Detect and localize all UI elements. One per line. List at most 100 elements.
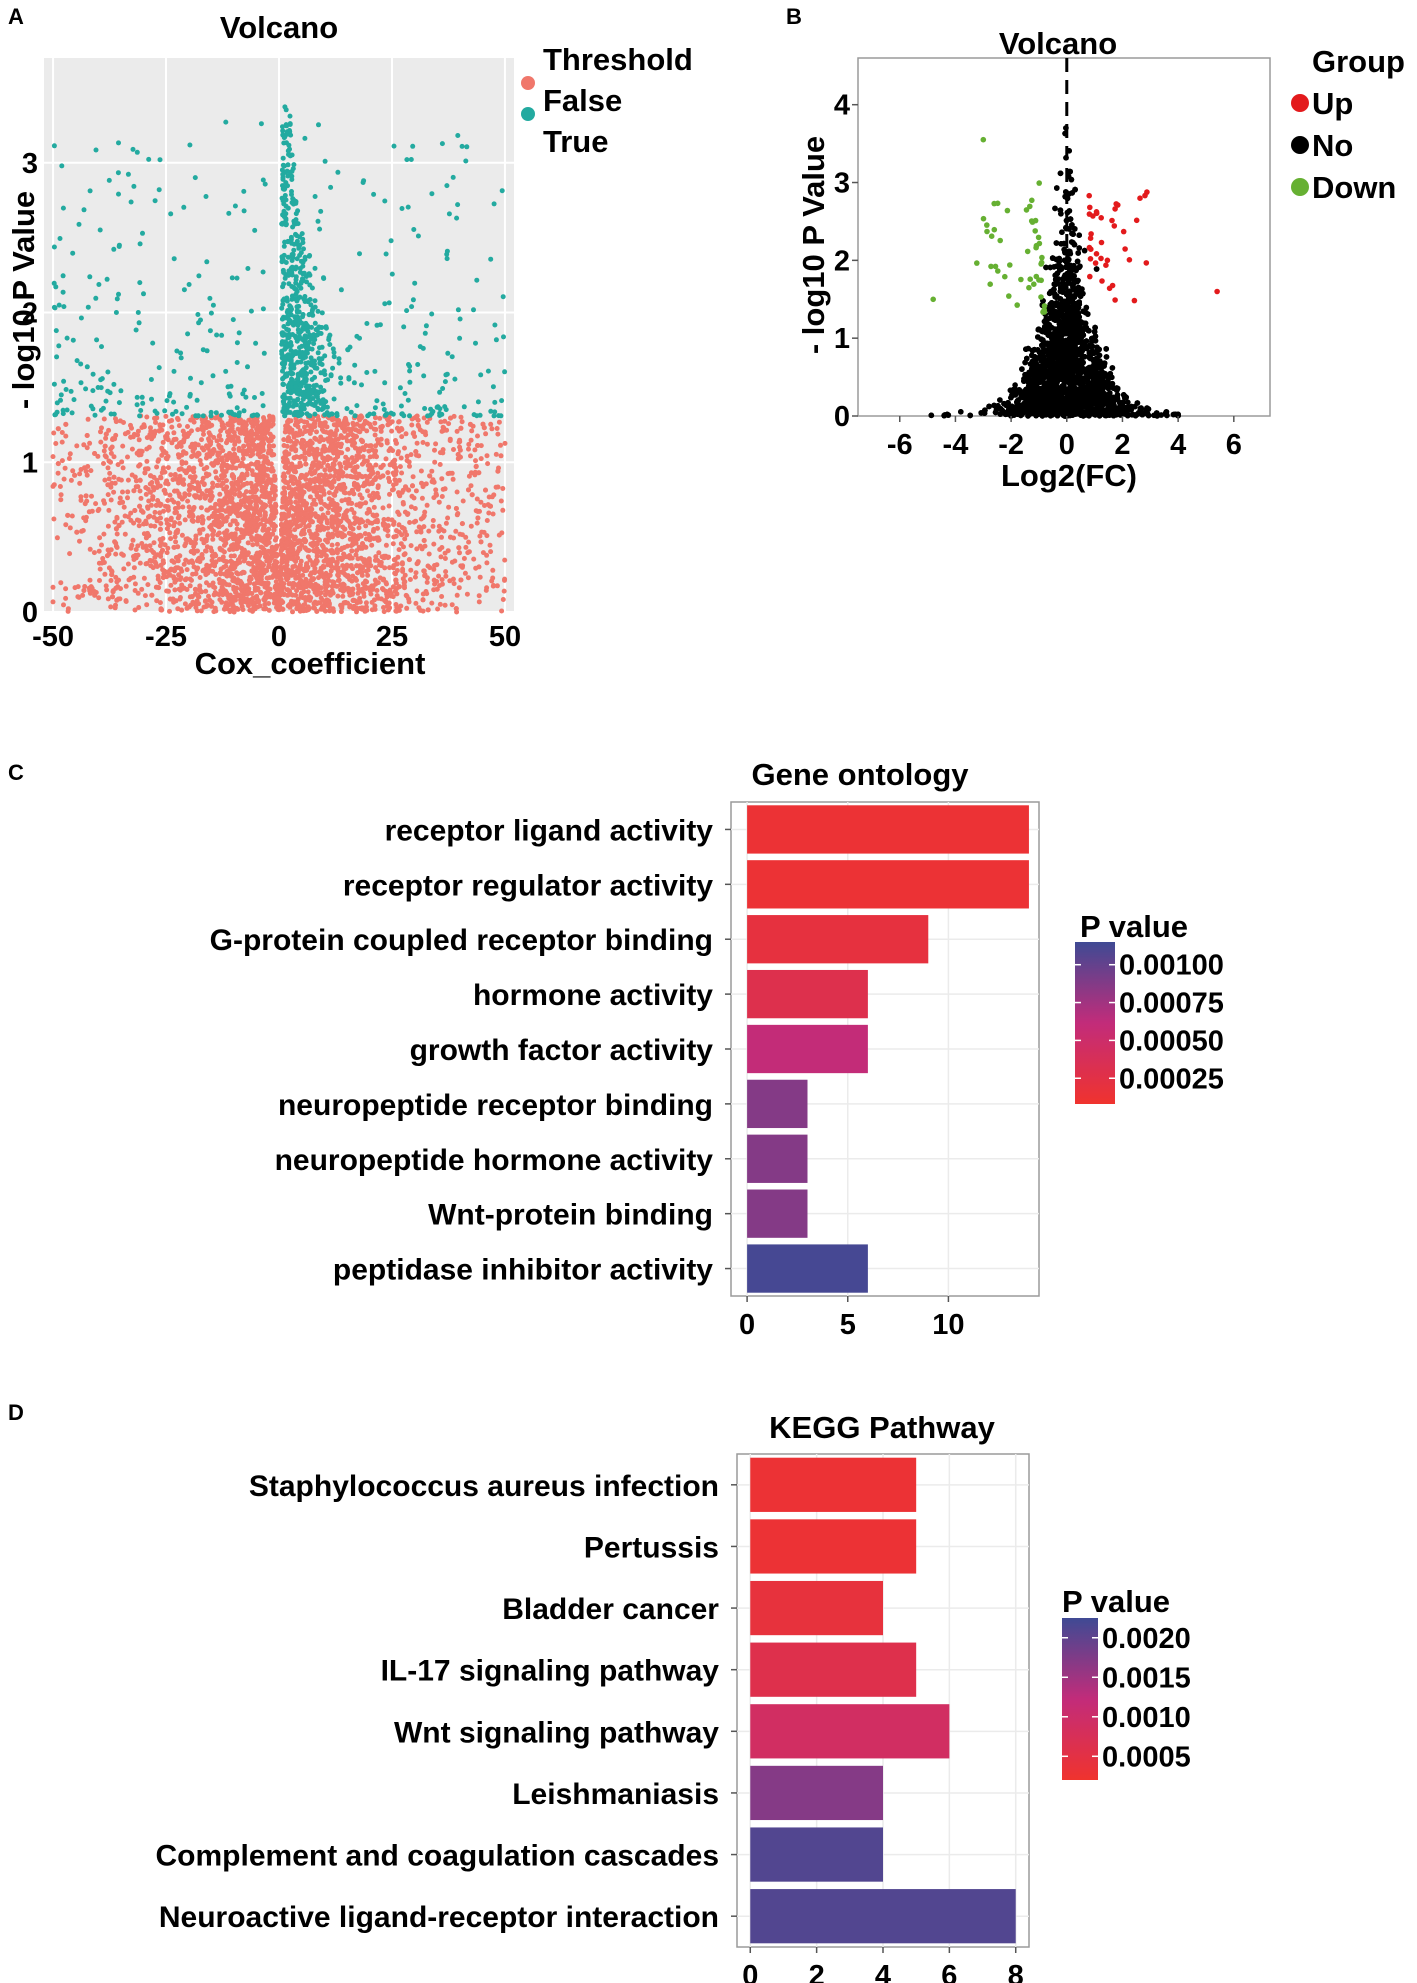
panel-a-point-true [336, 356, 342, 362]
panel-a-point-false [412, 506, 418, 511]
panel-a-point-false [216, 477, 222, 483]
panel-a-point-false [143, 535, 149, 541]
panel-a-point-false [413, 570, 419, 576]
panel-a-point-false [120, 465, 126, 471]
panel-a-point-false [420, 597, 426, 603]
panel-a-point-false [78, 497, 84, 503]
panel-a-point-false [128, 434, 134, 440]
panel-a-point-false [297, 573, 303, 579]
panel-a-point-false [423, 589, 429, 594]
panel-a-point-true [51, 143, 57, 149]
panel-a-point-true [140, 230, 145, 236]
panel-a-point-true [192, 175, 198, 181]
panel-a-point-false [408, 567, 414, 573]
panel-a-point-false [177, 596, 183, 602]
panel-a-point-false [148, 563, 154, 569]
panel-a-point-false [488, 549, 494, 555]
panel-a-point-false [406, 459, 412, 465]
panel-a-point-false [125, 561, 131, 567]
panel-a-point-false [160, 439, 166, 445]
panel-a-point-false [334, 502, 340, 508]
panel-a-point-false [87, 440, 93, 446]
panel-a-point-true [302, 294, 308, 299]
panel-a-point-false [157, 600, 163, 606]
panel-a-point-false [249, 537, 255, 543]
panel-a-point-false [289, 568, 295, 574]
panel-a-point-true [90, 371, 96, 377]
panel-a-point-false [322, 579, 328, 585]
panel-a-point-false [204, 488, 210, 494]
panel-a-point-false [199, 552, 205, 558]
panel-letter-a: A [8, 4, 24, 29]
panel-a-point-false [256, 599, 261, 605]
panel-a-point-false [245, 508, 251, 514]
panel-a-point-false [377, 474, 383, 480]
panel-a-point-false [368, 443, 374, 449]
panel-a-point-true [131, 183, 137, 189]
panel-a-point-false [112, 605, 118, 611]
panel-a-point-false [278, 591, 284, 597]
panel-a-point-false [279, 531, 285, 537]
panel-a-point-false [342, 490, 348, 496]
panel-a-point-true [54, 354, 60, 360]
panel-a-point-true [186, 282, 192, 287]
panel-a-point-false [61, 602, 66, 608]
panel-a-point-true [58, 392, 64, 398]
panel-a-point-false [303, 461, 309, 467]
panel-a-point-false [51, 482, 57, 488]
panel-a-point-false [310, 460, 316, 466]
panel-a-point-false [490, 511, 496, 517]
panel-a-point-false [207, 453, 213, 459]
panel-letter-c: C [8, 760, 24, 785]
panel-a-point-false [68, 477, 74, 483]
panel-a-point-false [248, 461, 254, 467]
panel-a-point-false [159, 452, 165, 458]
panel-a-point-true [279, 259, 285, 265]
panel-a-point-true [51, 381, 57, 387]
panel-a-point-true [203, 194, 209, 199]
panel-a-point-true [442, 379, 448, 385]
panel-a-point-false [490, 575, 496, 581]
panel-a-point-false [201, 540, 207, 546]
panel-a-point-false [351, 521, 357, 526]
panel-a-point-false [361, 459, 367, 465]
panel-a-point-false [354, 563, 360, 569]
panel-a-point-false [114, 545, 120, 550]
panel-a-point-true [128, 199, 134, 205]
panel-a-point-false [50, 599, 56, 605]
panel-a-point-true [296, 283, 302, 289]
panel-a-point-false [223, 563, 229, 569]
panel-a-point-false [359, 495, 365, 501]
panel-a-point-false [241, 492, 247, 498]
panel-a-point-false [222, 538, 228, 544]
panel-a-point-true [226, 391, 232, 397]
panel-a-point-true [208, 409, 214, 415]
panel-a-point-false [262, 455, 268, 461]
panel-a-point-true [294, 298, 300, 304]
panel-a-point-false [287, 425, 293, 431]
panel-a-point-false [378, 596, 384, 602]
panel-a-point-true [308, 302, 314, 308]
panel-a-point-false [253, 417, 259, 423]
panel-a-point-false [219, 457, 225, 463]
panel-a-point-false [197, 586, 203, 592]
panel-a-point-true [111, 411, 117, 417]
panel-a-point-false [484, 518, 490, 523]
panel-a-point-true [374, 398, 380, 404]
panel-a-point-false [378, 465, 384, 470]
panel-a-point-false [167, 492, 173, 498]
panel-a-point-true [490, 384, 496, 390]
panel-a-point-false [476, 599, 482, 605]
panel-a-point-true [252, 227, 258, 233]
panel-a-point-false [120, 489, 125, 495]
panel-a-point-false [83, 493, 89, 499]
panel-a-point-true [196, 273, 202, 279]
panel-a-point-false [55, 461, 61, 467]
panel-a-point-true [319, 325, 325, 330]
panel-a-point-true [335, 169, 341, 175]
panel-a-point-false [250, 472, 256, 477]
panel-a-point-false [396, 477, 402, 483]
panel-a-point-false [104, 553, 110, 559]
panel-a-point-false [318, 488, 324, 494]
panel-a-point-false [436, 499, 442, 505]
